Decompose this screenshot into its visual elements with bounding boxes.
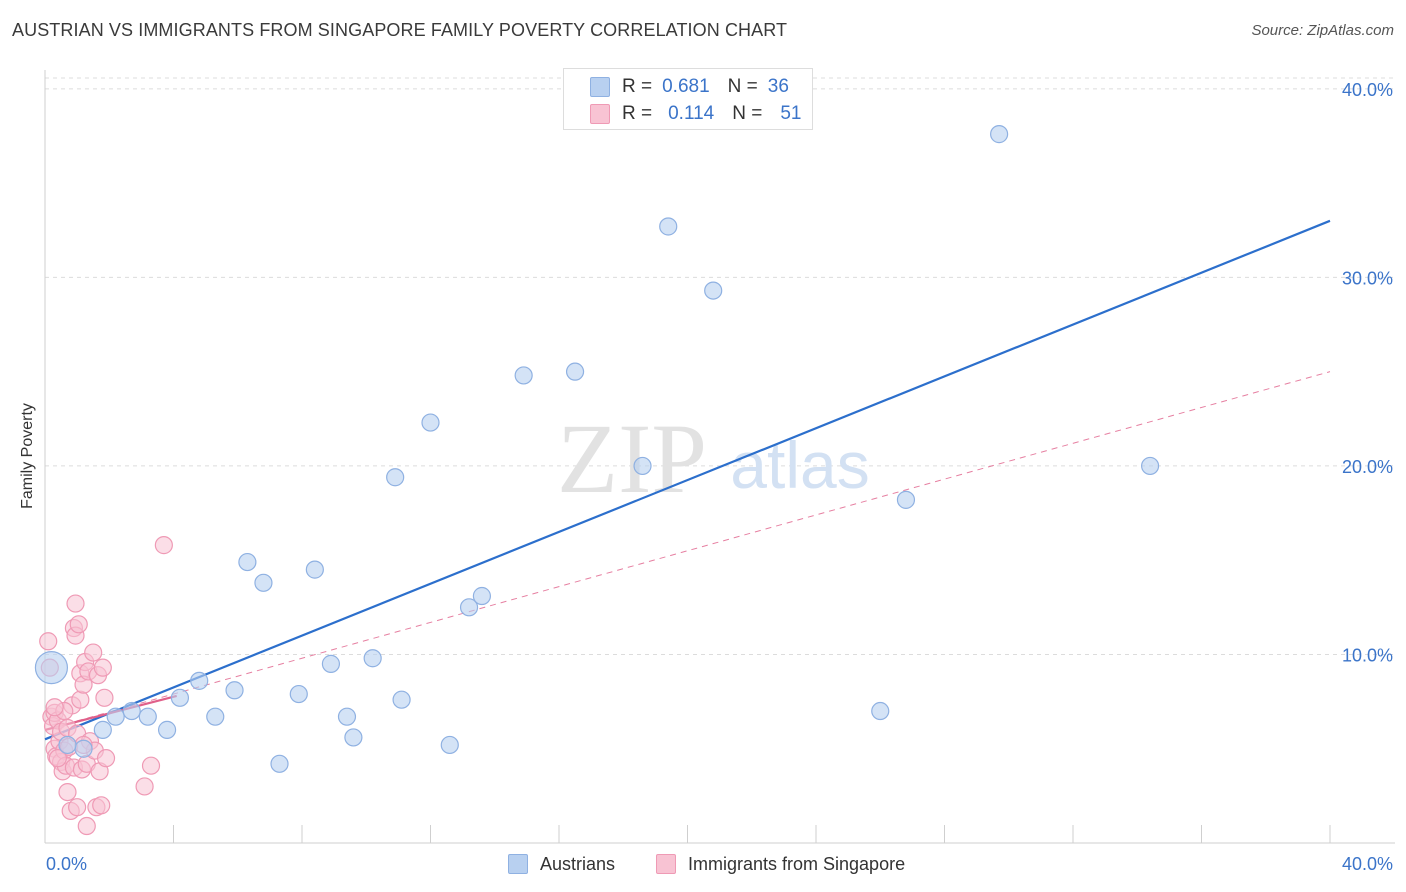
data-point-singapore — [135, 777, 154, 796]
legend-swatch-singapore — [656, 854, 676, 874]
data-point-singapore — [84, 643, 103, 662]
data-point-austrians — [157, 720, 177, 739]
data-point-austrians — [472, 586, 491, 606]
data-point-austrians — [896, 490, 916, 509]
series-legend: Austrians Immigrants from Singapore — [0, 852, 1406, 876]
data-point-austrians — [565, 362, 585, 381]
data-point-singapore — [71, 690, 90, 709]
data-point-austrians — [990, 125, 1009, 144]
data-point-austrians — [58, 735, 77, 755]
trendline-singapore-extended — [44, 371, 1331, 731]
data-point-austrians — [270, 754, 289, 773]
legend-item-singapore: Immigrants from Singapore — [656, 852, 905, 876]
r-label: R = — [622, 103, 653, 124]
data-point-singapore — [48, 749, 67, 768]
n-value: 36 — [767, 76, 789, 97]
data-point-austrians — [459, 598, 479, 617]
data-point-austrians — [1140, 456, 1160, 476]
data-point-singapore — [77, 816, 96, 836]
correlation-legend: R = 0.681 N = 36 R = 0.114 N = 51 — [563, 68, 813, 130]
data-point-austrians — [386, 468, 405, 487]
n-label: N = — [727, 76, 758, 97]
data-point-austrians — [704, 281, 723, 300]
legend-swatch-austrians — [590, 77, 610, 97]
tick-labels: 10.0% 20.0% 30.0% 40.0% 0.0% 40.0% — [46, 80, 1393, 874]
data-point-austrians — [305, 560, 324, 579]
y-tick-label: 20.0% — [1342, 457, 1393, 477]
legend-swatch-austrians — [508, 854, 528, 874]
trend-lines — [44, 219, 1331, 741]
data-point-singapore — [69, 615, 88, 634]
data-point-austrians — [633, 456, 652, 476]
r-value: 0.114 — [668, 103, 715, 124]
data-point-singapore — [96, 749, 116, 768]
data-point-singapore — [92, 796, 111, 815]
data-point-austrians — [344, 728, 363, 747]
y-tick-label: 40.0% — [1342, 80, 1393, 100]
data-point-austrians — [871, 701, 890, 721]
watermark-zip: ZIP — [557, 403, 707, 514]
data-point-austrians — [659, 217, 678, 236]
data-point-austrians — [289, 684, 308, 704]
data-point-singapore — [45, 698, 64, 717]
data-point-austrians — [34, 651, 69, 685]
legend-item-austrians: Austrians — [508, 852, 615, 876]
legend-label-singapore: Immigrants from Singapore — [688, 853, 906, 874]
data-point-austrians — [74, 739, 93, 758]
data-point-austrians — [363, 649, 382, 668]
data-point-austrians — [321, 654, 341, 673]
data-point-singapore — [58, 782, 77, 802]
legend-row-austrians: R = 0.681 N = 36 — [622, 76, 789, 98]
n-value: 51 — [780, 103, 802, 124]
x-tick-label-max: 40.0% — [1342, 854, 1393, 874]
data-point-austrians — [190, 671, 209, 690]
data-point-austrians — [392, 690, 411, 709]
data-point-austrians — [440, 735, 459, 755]
data-point-singapore — [95, 688, 114, 707]
source-label: Source: ZipAtlas.com — [1251, 22, 1394, 39]
data-point-austrians — [421, 413, 440, 432]
data-point-singapore — [93, 658, 112, 677]
data-point-singapore — [68, 798, 87, 817]
data-point-singapore — [154, 536, 173, 555]
series-singapore-points — [39, 536, 173, 836]
data-point-austrians — [254, 573, 273, 592]
series-austrians-points — [34, 125, 1160, 773]
data-point-austrians — [238, 552, 257, 572]
y-tick-label: 10.0% — [1342, 645, 1393, 665]
r-value: 0.681 — [662, 76, 710, 97]
data-point-austrians — [93, 720, 112, 739]
data-point-singapore — [39, 632, 58, 651]
chart-title: AUSTRIAN VS IMMIGRANTS FROM SINGAPORE FA… — [12, 20, 788, 40]
legend-row-singapore: R = 0.114 N = 51 — [622, 103, 802, 125]
data-point-austrians — [225, 681, 244, 700]
data-point-austrians — [122, 701, 141, 721]
y-tick-label: 30.0% — [1342, 268, 1393, 288]
trendline-austrians — [44, 219, 1331, 741]
legend-label-austrians: Austrians — [540, 853, 616, 874]
axes — [44, 70, 1395, 844]
r-label: R = — [622, 76, 653, 97]
data-point-austrians — [206, 707, 225, 726]
data-point-austrians — [337, 707, 357, 726]
data-point-austrians — [106, 707, 125, 726]
watermark-atlas: atlas — [730, 428, 869, 502]
x-tick-label-min: 0.0% — [46, 854, 87, 874]
legend-swatch-singapore — [590, 104, 610, 124]
watermark: ZIP atlas — [557, 403, 870, 514]
data-point-austrians — [138, 707, 157, 726]
n-label: N = — [732, 103, 763, 124]
data-point-singapore — [66, 594, 85, 613]
data-point-austrians — [170, 688, 190, 707]
data-point-singapore — [141, 756, 161, 775]
data-point-austrians — [514, 366, 533, 385]
